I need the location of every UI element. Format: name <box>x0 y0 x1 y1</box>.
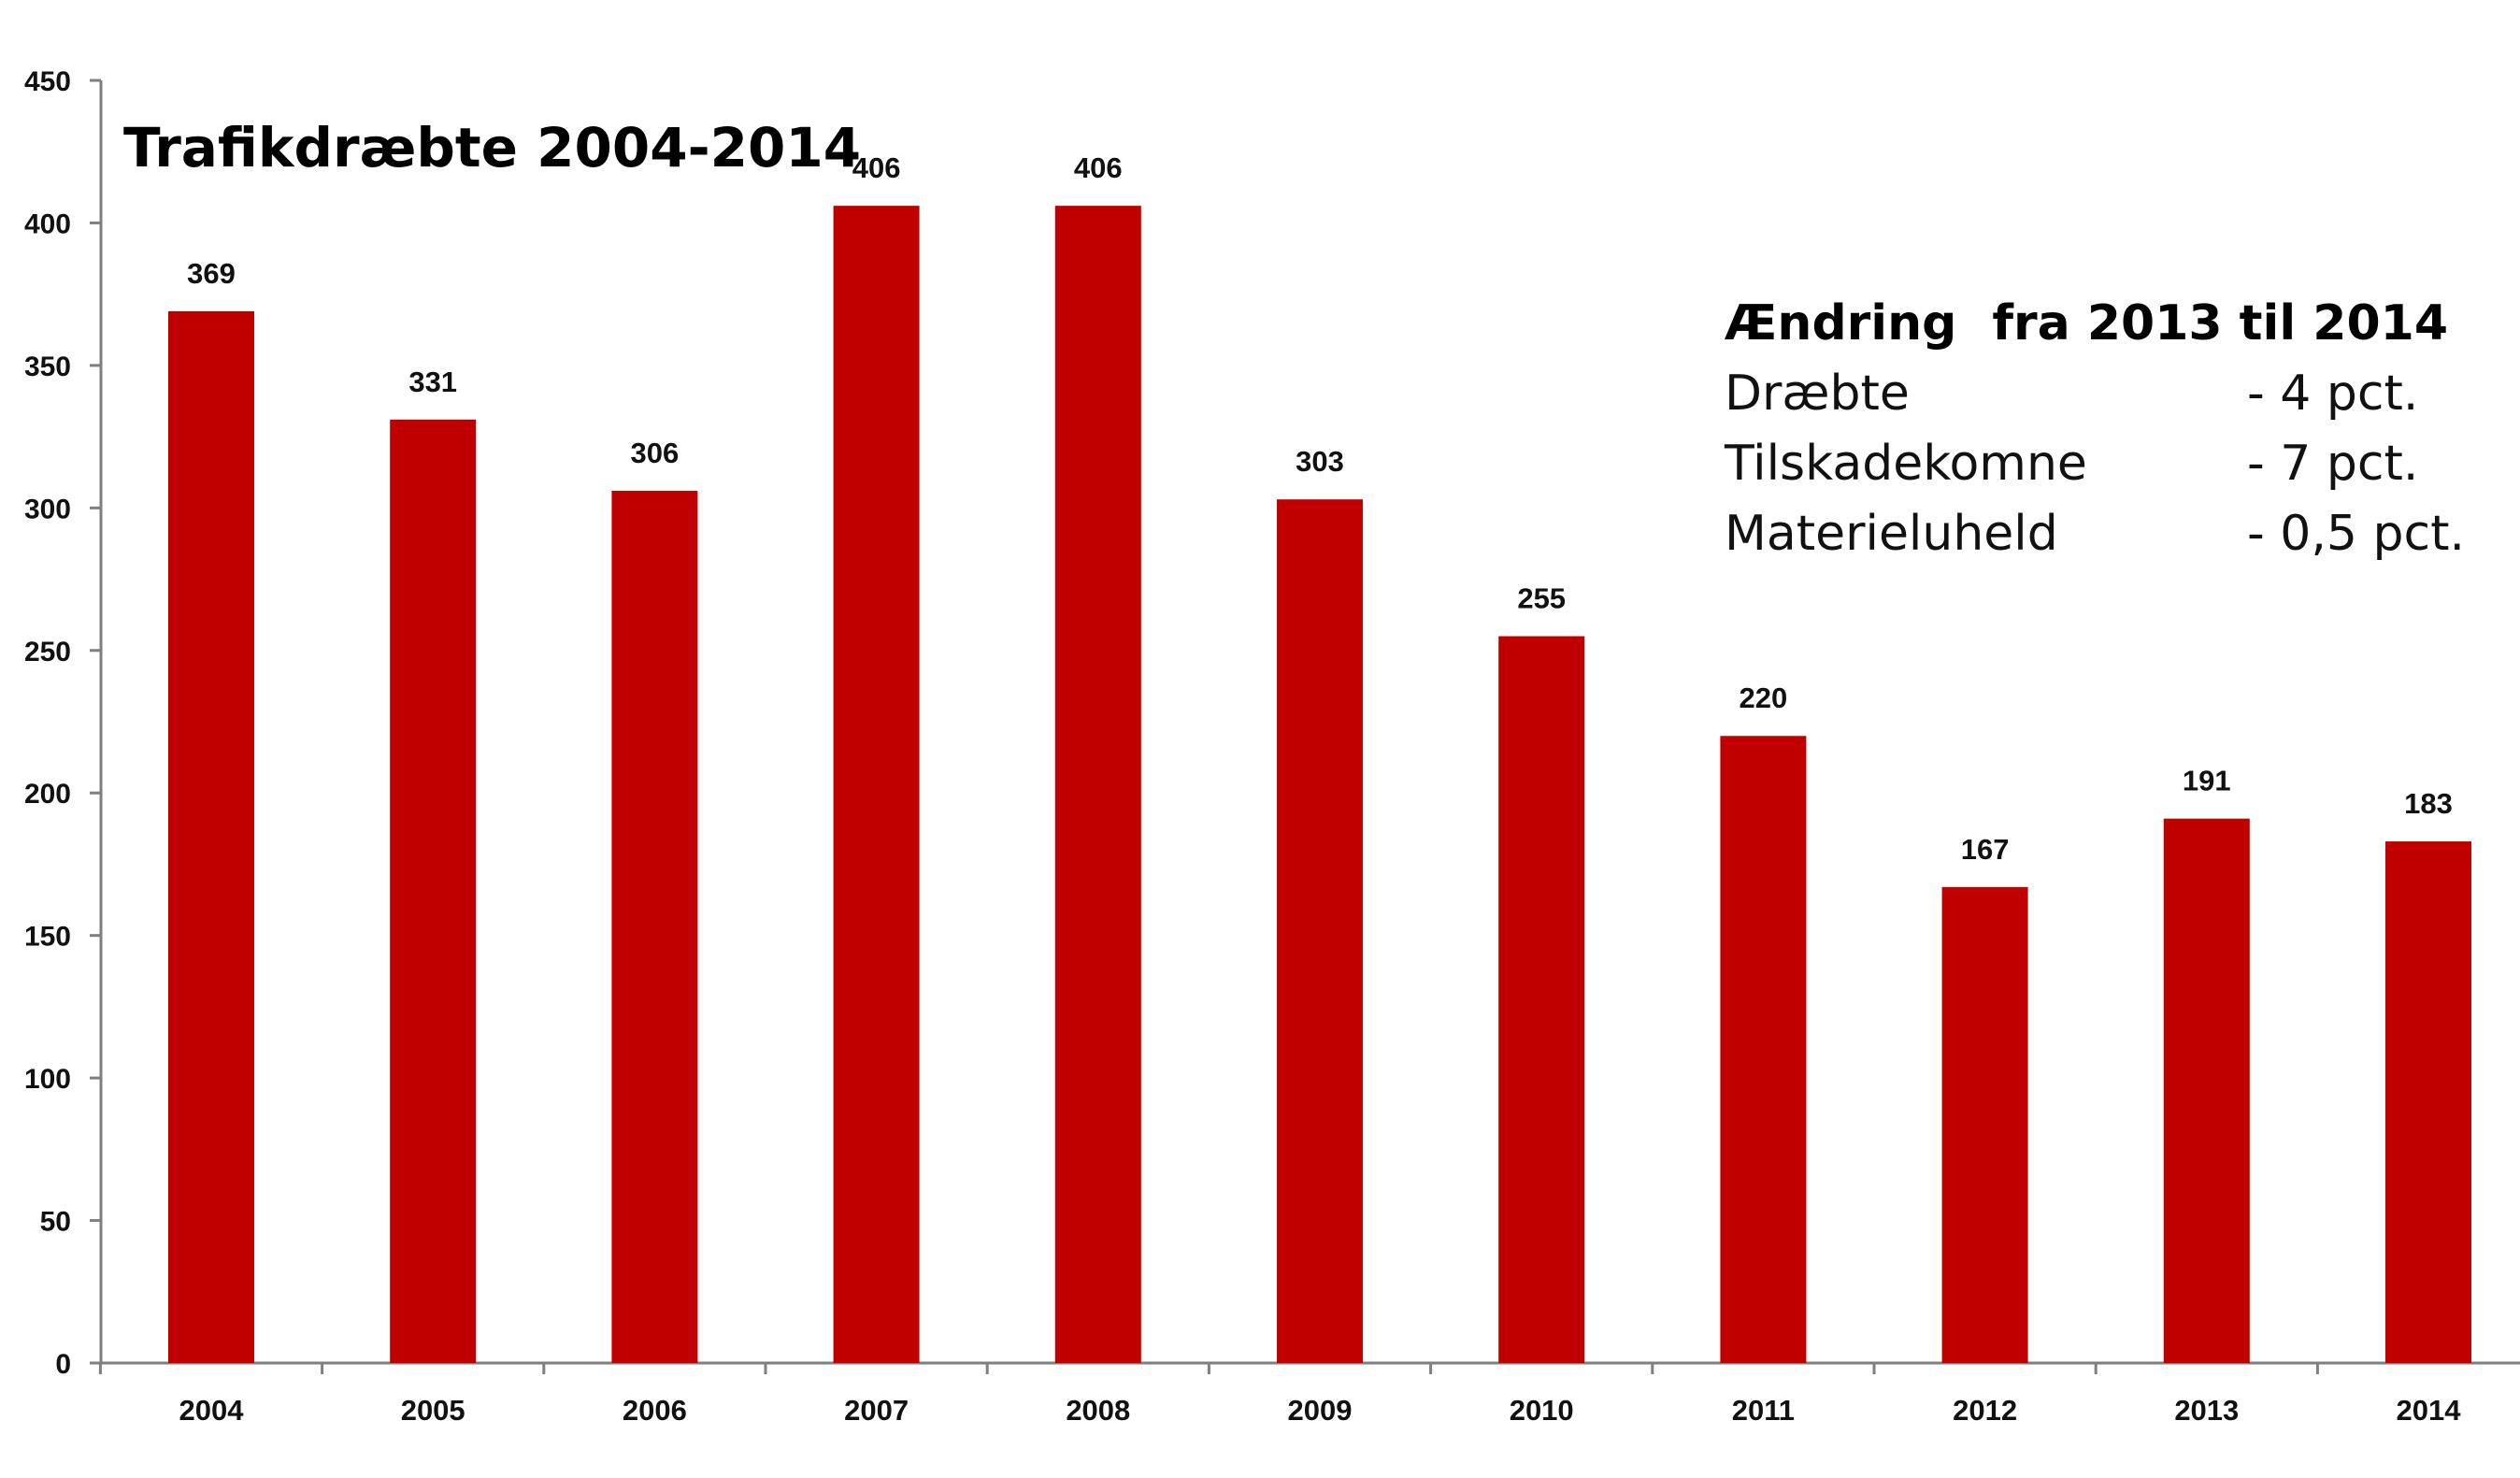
annotation-row-label: Dræbte <box>1725 366 1910 422</box>
x-tick-label: 2005 <box>401 1394 465 1427</box>
x-tick-label: 2008 <box>1066 1394 1130 1427</box>
data-label: 406 <box>852 151 901 184</box>
x-tick-label: 2012 <box>1953 1394 2017 1427</box>
chart-title: Trafikdræbte 2004-2014 <box>123 116 861 179</box>
bar <box>1498 636 1585 1363</box>
x-tick-label: 2007 <box>844 1394 909 1427</box>
x-tick-label: 2011 <box>1732 1394 1795 1427</box>
x-tick-label: 2004 <box>179 1394 245 1427</box>
y-tick-label: 150 <box>24 922 71 953</box>
value-labels-group: 369 331 306 406 406 303 255 220 167 191 183 <box>187 151 2453 866</box>
y-tick-label: 50 <box>40 1207 71 1238</box>
data-label: 183 <box>2404 787 2453 820</box>
annotation-row-label: Tilskadekomne <box>1724 436 2087 492</box>
data-label: 255 <box>1517 582 1566 615</box>
data-label: 369 <box>187 257 236 290</box>
y-tick-label: 200 <box>24 779 71 810</box>
bar <box>2385 841 2471 1363</box>
y-tick-label: 400 <box>24 208 71 239</box>
y-tick-label: 0 <box>55 1349 71 1380</box>
change-annotation: Ændring fra 2013 til 2014 Dræbte - 4 pct.… <box>1724 295 2465 562</box>
x-tick-label: 2009 <box>1288 1394 1353 1427</box>
y-tick-label: 450 <box>24 66 71 97</box>
y-tick-label: 250 <box>24 637 71 667</box>
bar <box>390 419 477 1364</box>
data-label: 406 <box>1074 151 1123 184</box>
x-tick-label: 2006 <box>623 1394 687 1427</box>
annotation-row-value: - 4 pct. <box>2247 366 2418 422</box>
bar <box>1054 206 1141 1363</box>
data-label: 303 <box>1296 445 1344 478</box>
bar <box>2163 818 2250 1363</box>
y-axis: 0 50 100 150 200 250 300 350 400 450 <box>24 66 103 1380</box>
bar <box>168 310 254 1364</box>
data-label: 167 <box>1961 833 2010 866</box>
annotation-row-value: - 0,5 pct. <box>2247 506 2465 562</box>
annotation-heading: Ændring fra 2013 til 2014 <box>1725 295 2448 352</box>
x-tick-label: 2010 <box>1510 1394 1574 1427</box>
data-label: 220 <box>1740 682 1788 714</box>
y-tick-label: 350 <box>24 352 71 382</box>
x-axis: 2004 2005 2006 2007 2008 2009 2010 2011 2012 2013… <box>98 1361 2520 1427</box>
x-tick-label: 2013 <box>2174 1394 2239 1427</box>
bar <box>611 491 698 1363</box>
bar <box>1277 499 1363 1363</box>
bar <box>833 206 920 1363</box>
bar <box>1941 886 2028 1363</box>
data-label: 331 <box>408 366 457 398</box>
bar <box>1720 736 1807 1363</box>
bars-group <box>168 206 2471 1364</box>
annotation-row-value: - 7 pct. <box>2247 436 2418 492</box>
data-label: 306 <box>631 437 680 469</box>
annotation-row-label: Materieluheld <box>1725 506 2058 562</box>
data-label: 191 <box>2183 765 2231 797</box>
annotation-heading-word: Ændring <box>1725 295 1956 352</box>
y-tick-label: 100 <box>24 1064 71 1095</box>
y-tick-label: 300 <box>24 494 71 524</box>
annotation-heading-rest: fra 2013 til 2014 <box>1992 295 2448 352</box>
x-tick-label: 2014 <box>2397 1394 2462 1427</box>
